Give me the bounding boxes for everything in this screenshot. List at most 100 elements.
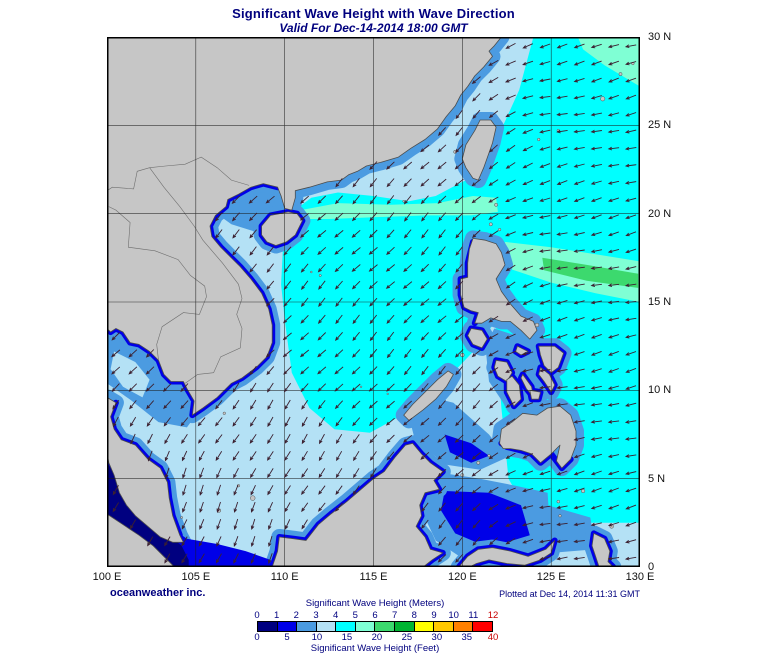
legend-meters-ticks: 0 1 2 3 4 5 6 7 8 9 10 11 12 (254, 610, 498, 621)
legend-feet-label: Significant Wave Height (Feet) (310, 643, 440, 654)
colorbar-cell (395, 622, 415, 631)
y-tick-label: 15 N (648, 296, 672, 308)
land-sumatra (107, 513, 175, 567)
legend-colorbar (257, 621, 493, 632)
credit-oceanweather: oceanweather inc. (110, 587, 206, 599)
meters-tick: 8 (411, 610, 417, 621)
feet-tick: 0 (254, 632, 260, 643)
country-border (149, 167, 243, 384)
y-tick-label: 0 (648, 561, 655, 573)
meters-tick: 1 (274, 610, 280, 621)
wave-height-band (300, 196, 498, 219)
y-tick-label: 10 N (648, 384, 672, 397)
feet-tick: 25 (401, 632, 413, 643)
meters-tick: 5 (352, 610, 358, 621)
island-dot (498, 228, 502, 232)
island-dot (534, 322, 540, 328)
colorbar-cell (336, 622, 356, 631)
land-negros (506, 375, 522, 407)
island-dot (488, 222, 493, 227)
x-tick-label: 100 E (92, 571, 122, 583)
y-tick-label: 5 N (648, 472, 666, 485)
island-dot (250, 495, 256, 501)
x-tick-label: 105 E (181, 571, 211, 583)
island-dot (318, 274, 322, 277)
meters-tick: 6 (372, 610, 378, 621)
feet-tick: 40 (487, 632, 499, 643)
land-taiwan (461, 119, 497, 181)
land-palawan (403, 370, 454, 421)
meters-tick: 0 (254, 610, 260, 621)
island-dot (402, 200, 405, 203)
island-dot (618, 72, 623, 76)
chart-title: Significant Wave Height with Wave Direct… (232, 6, 515, 21)
colorbar-cell (473, 622, 492, 631)
land-halmahera (591, 533, 614, 567)
x-tick-label: 110 E (270, 571, 299, 583)
wave-height-band (110, 351, 150, 398)
island-dot (556, 499, 560, 504)
x-axis: 100 E 105 E 110 E 115 E 120 E 125 E 130 E (93, 571, 655, 586)
island-dot (487, 454, 491, 458)
wave-height-band (542, 257, 639, 288)
x-tick-label: 125 E (536, 571, 566, 583)
colorbar-cell (414, 622, 435, 631)
feet-tick: 35 (461, 632, 473, 643)
wave-direction-arrows (111, 43, 637, 565)
colorbar-cell (355, 622, 376, 631)
meters-tick: 7 (392, 610, 398, 621)
land-sulawesi-north-arm (458, 540, 556, 567)
island-dot (476, 460, 481, 465)
island-dot (494, 202, 498, 207)
map-area (107, 37, 640, 567)
y-tick-label: 30 N (648, 31, 672, 43)
meters-tick: 3 (313, 610, 319, 621)
wave-height-band (577, 37, 640, 87)
island-dot (180, 516, 183, 519)
y-axis: 30 N 25 N 20 N 15 N 10 N 5 N 0 (648, 31, 696, 573)
island-dot (581, 488, 586, 494)
colorbar-cell (258, 622, 278, 631)
country-border (107, 156, 250, 191)
meters-tick: 12 (487, 610, 499, 621)
meters-tick: 4 (333, 610, 339, 621)
colorbar-cell (316, 622, 337, 631)
feet-tick: 30 (431, 632, 443, 643)
island-dot (558, 514, 562, 518)
colorbar-cell (375, 622, 396, 631)
wave-height-map (107, 37, 640, 567)
meters-tick: 2 (293, 610, 299, 621)
land-borneo (271, 442, 444, 567)
colorbar-cell (277, 622, 298, 631)
land-bohol (529, 389, 541, 400)
y-tick-label: 25 N (648, 119, 672, 132)
island-dot (537, 137, 541, 142)
wave-height-band (441, 491, 530, 548)
x-tick-label: 130 E (625, 571, 655, 583)
y-tick-label: 20 N (648, 207, 672, 220)
meters-tick: 10 (448, 610, 459, 621)
chart-valid-time: Valid For Dec-14-2014 18:00 GMT (279, 21, 468, 35)
x-tick-label: 120 E (447, 571, 477, 583)
island-dot (360, 385, 363, 388)
meters-tick: 11 (468, 610, 479, 621)
meters-tick: 9 (431, 610, 437, 621)
legend-feet-ticks: 0 5 10 15 20 25 30 35 40 (254, 632, 498, 643)
feet-tick: 10 (311, 632, 323, 643)
land-luzon (460, 238, 538, 340)
island-dot (386, 392, 389, 395)
plotted-timestamp: Plotted at Dec 14, 2014 11:31 GMT (499, 589, 640, 599)
land-mindoro (467, 328, 488, 349)
legend-meters-label: Significant Wave Height (Meters) (305, 598, 445, 609)
land-mainland-asia (107, 37, 502, 416)
map-frame (107, 37, 640, 567)
island-dot (310, 270, 313, 274)
colorbar-cell (434, 622, 454, 631)
x-tick-label: 115 E (359, 571, 388, 583)
land-mindanao (499, 405, 577, 469)
island-dot (600, 96, 606, 102)
feet-tick: 5 (284, 632, 290, 643)
feet-tick: 15 (341, 632, 353, 643)
